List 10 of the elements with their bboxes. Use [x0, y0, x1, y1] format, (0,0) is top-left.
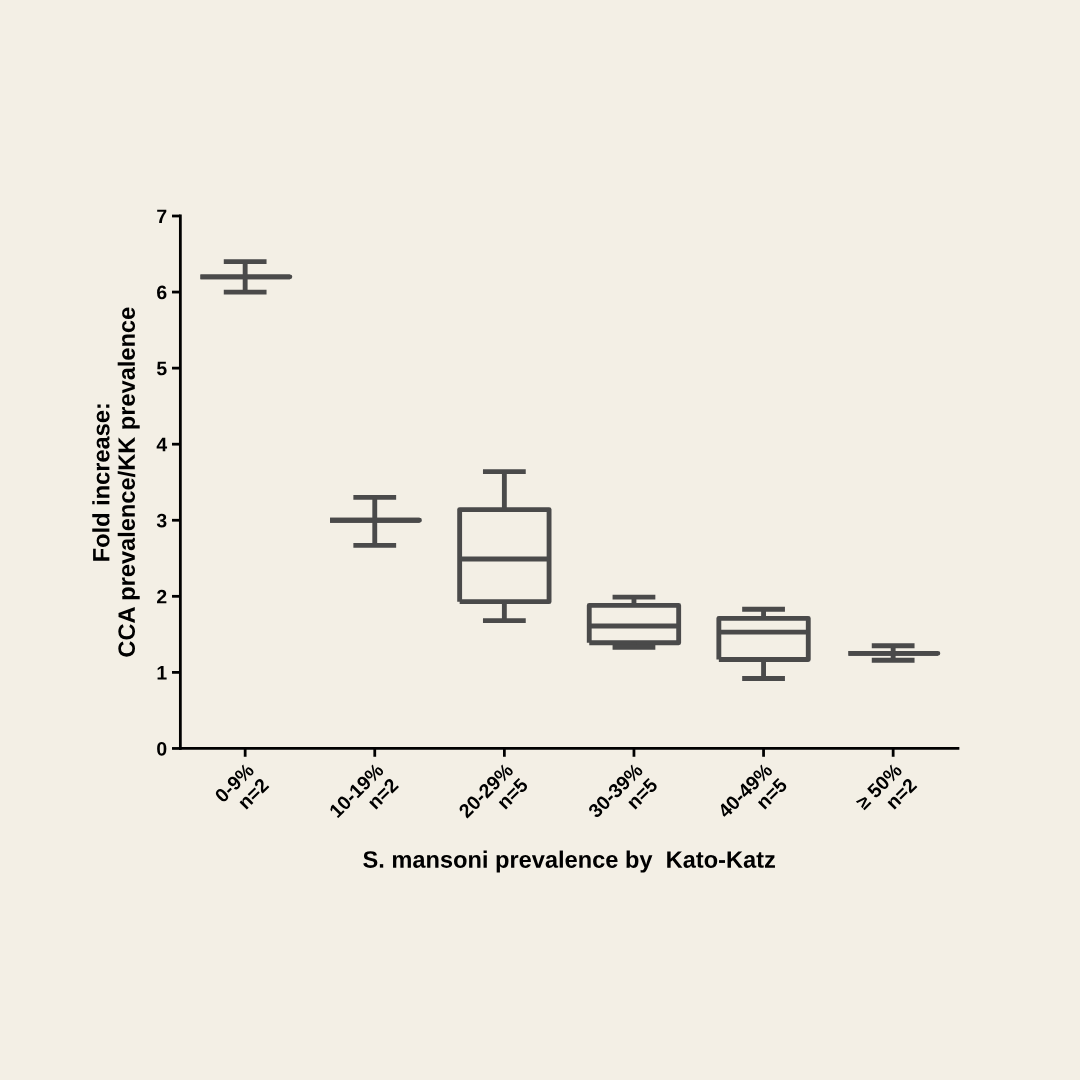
y-tick-label: 1: [157, 666, 167, 680]
y-tick-label: 6: [157, 285, 167, 300]
y-tick-label: 2: [157, 589, 167, 604]
y-tick-label: 4: [156, 437, 168, 452]
y-tick-label: 7: [157, 209, 167, 224]
y-tick-label: 5: [156, 361, 167, 376]
x-axis-title: S. mansoni prevalence by Kato-Katz: [363, 850, 775, 873]
y-tick-label: 0: [157, 741, 167, 756]
y-tick-label: 3: [156, 513, 167, 528]
y-axis-title: Fold increase: CCA prevalence/KK prevalence: [92, 307, 140, 657]
